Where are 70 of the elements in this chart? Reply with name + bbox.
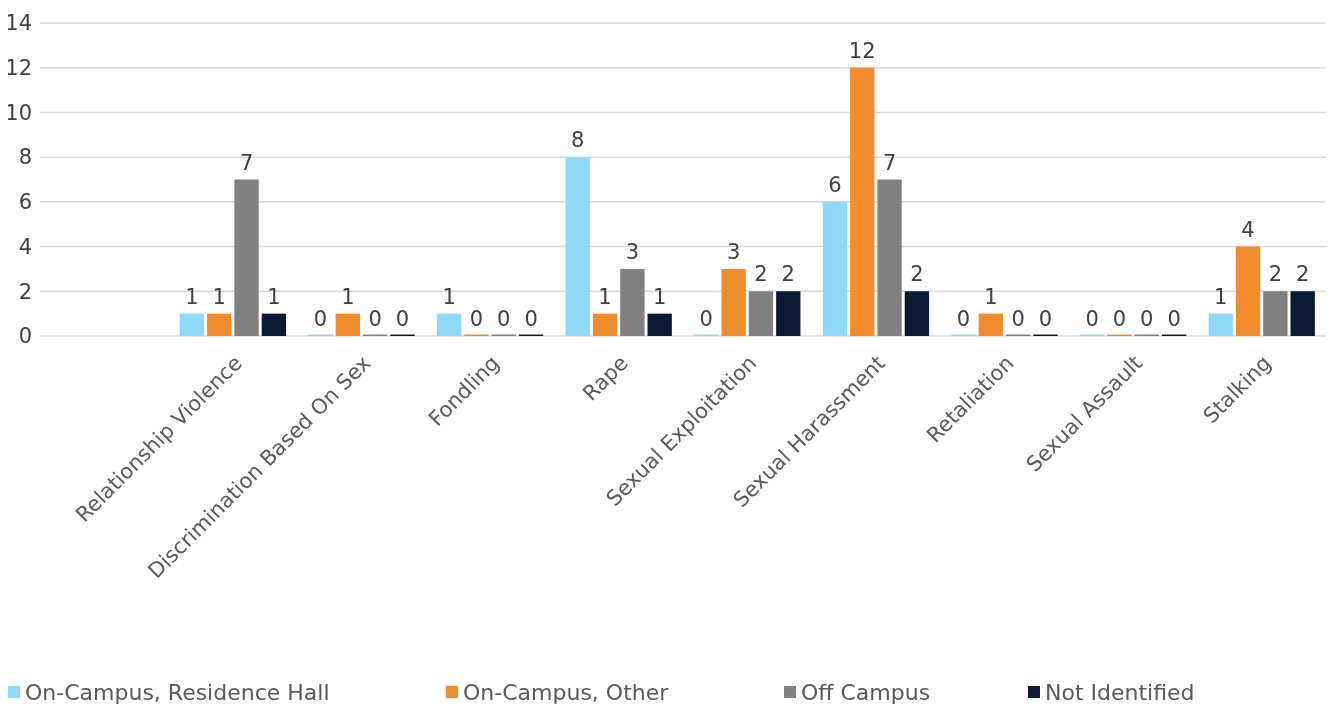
data-label: 0 [1167, 307, 1181, 331]
bar [1290, 291, 1315, 336]
bar [436, 313, 462, 336]
data-label: 2 [1296, 262, 1310, 287]
data-label: 1 [212, 284, 226, 309]
data-label: 0 [1038, 307, 1053, 331]
bar [261, 313, 287, 336]
y-tick-label: 14 [5, 11, 32, 36]
legend-label: Not Identified [1045, 680, 1195, 705]
data-label: 0 [395, 307, 410, 331]
data-label: 0 [368, 307, 382, 331]
data-label: 1 [341, 284, 355, 309]
bar [234, 179, 259, 336]
data-label: 0 [956, 307, 971, 331]
y-tick-label: 2 [18, 279, 32, 304]
bar [592, 313, 618, 336]
data-label: 0 [1140, 307, 1154, 331]
bar [1208, 313, 1233, 336]
bar [207, 313, 232, 336]
data-label: 0 [313, 307, 328, 331]
y-tick-label: 0 [18, 324, 32, 349]
y-tick-label: 8 [18, 145, 32, 170]
data-label: 1 [598, 284, 612, 309]
legend-label: On-Campus, Other [463, 680, 670, 705]
bar [877, 179, 902, 336]
data-label: 2 [1268, 262, 1283, 287]
y-tick-label: 4 [18, 234, 32, 259]
data-label: 2 [781, 262, 795, 287]
data-label: 6 [828, 172, 842, 197]
data-label: 1 [653, 284, 667, 309]
data-label: 1 [1214, 284, 1228, 309]
data-label: 1 [984, 284, 998, 309]
data-label: 7 [239, 150, 254, 175]
bar [565, 157, 590, 336]
data-label: 0 [497, 307, 511, 331]
data-label: 7 [882, 150, 897, 175]
y-tick-label: 6 [18, 190, 32, 215]
bar [335, 313, 360, 336]
data-label: 4 [1241, 217, 1255, 242]
data-label: 0 [699, 307, 713, 331]
legend-label: Off Campus [801, 680, 931, 705]
legend-label: On-Campus, Residence Hall [25, 680, 330, 705]
bar [179, 313, 205, 336]
data-label: 8 [571, 128, 585, 153]
bar [620, 268, 645, 336]
bar [904, 291, 930, 336]
data-label: 3 [625, 239, 640, 264]
data-label: 0 [1112, 307, 1127, 331]
data-label: 0 [1011, 307, 1025, 331]
bar [822, 201, 848, 336]
bar [850, 67, 875, 336]
bar [978, 313, 1003, 336]
data-label: 1 [185, 284, 199, 309]
bar [1263, 291, 1288, 336]
data-label: 1 [442, 284, 456, 309]
data-label: 1 [267, 284, 281, 309]
data-label: 12 [848, 38, 876, 63]
bar [776, 291, 801, 336]
bar [748, 291, 774, 336]
bar [647, 313, 672, 336]
data-label: 2 [754, 262, 768, 287]
data-label: 3 [726, 239, 741, 264]
y-tick-label: 12 [5, 56, 32, 81]
bar [1235, 246, 1261, 336]
y-tick-label: 10 [5, 100, 32, 125]
bar [721, 268, 746, 336]
data-label: 0 [1085, 307, 1099, 331]
data-label: 0 [469, 307, 484, 331]
data-label: 0 [524, 307, 538, 331]
data-label: 2 [910, 262, 924, 287]
